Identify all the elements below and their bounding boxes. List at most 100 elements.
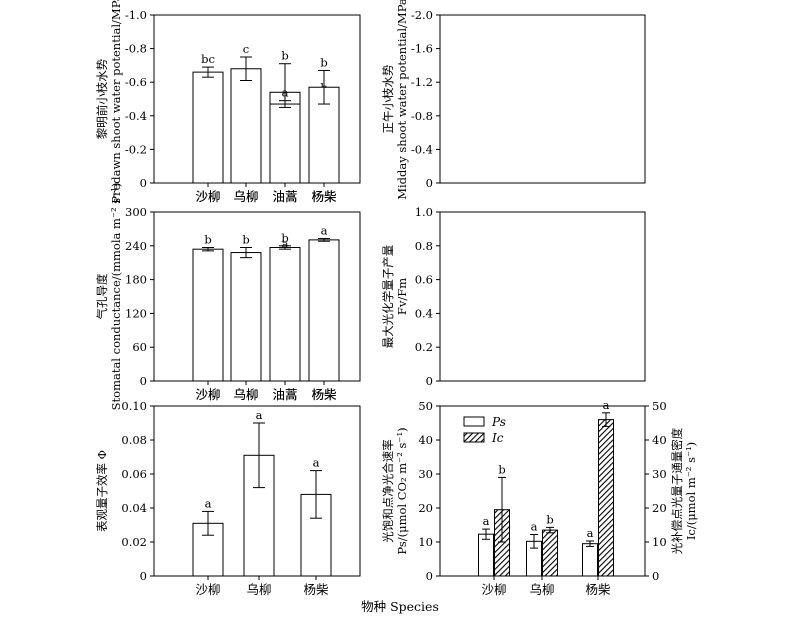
y-tick-label: -0.8 bbox=[125, 42, 147, 56]
significance-letter: a bbox=[531, 520, 538, 534]
category-label: 沙柳 bbox=[195, 582, 220, 597]
y-tick-label: 0 bbox=[140, 176, 147, 190]
y-tick-label: -1.2 bbox=[411, 75, 433, 89]
significance-letter: c bbox=[243, 42, 249, 56]
y-axis-label-en: Stomatal conductance/(mmola m⁻² s⁻¹) bbox=[109, 183, 123, 411]
y-axis-label-en: Fv/Fm bbox=[395, 278, 409, 315]
category-label: 油蒿 bbox=[272, 387, 297, 402]
category-label: 乌柳 bbox=[529, 582, 554, 597]
significance-letter: b bbox=[498, 462, 505, 476]
y2-tick-label: 20 bbox=[652, 501, 667, 515]
y2-axis-label-en: Ic/(μmol m⁻² s⁻¹) bbox=[684, 442, 698, 540]
significance-letter: a bbox=[321, 224, 328, 238]
y-axis-label-cn: 正午小枝水势 bbox=[381, 64, 395, 133]
category-label: 沙柳 bbox=[195, 189, 220, 204]
bar bbox=[192, 71, 224, 184]
bar bbox=[230, 252, 262, 382]
y-tick-label: -0.4 bbox=[411, 142, 433, 156]
category-label: 乌柳 bbox=[233, 189, 258, 204]
y-tick-label: 0 bbox=[426, 569, 433, 583]
significance-letter: a bbox=[282, 237, 289, 251]
y-tick-label: 120 bbox=[125, 306, 147, 320]
y-tick-label: 0.08 bbox=[121, 433, 147, 447]
category-label: 杨柴 bbox=[311, 387, 337, 402]
panel-d: 0 0.2 0.4 0.6 0.8 1.0 最大光化学量子产量 Fv/Fm 沙柳 乌柳 油蒿 杨柴 b b… bbox=[192, 205, 646, 402]
legend-label-ic: Ic bbox=[491, 431, 504, 445]
y2-tick-label: 30 bbox=[652, 467, 667, 481]
significance-letter: b bbox=[320, 55, 327, 69]
category-label: 乌柳 bbox=[233, 387, 258, 402]
category-label: 油蒿 bbox=[272, 189, 297, 204]
panel-b: 0 -0.4 -0.8 -1.2 -1.6 -2.0 正午小枝水势 Midday shoot … bbox=[192, 0, 646, 204]
bar bbox=[308, 239, 340, 382]
y-tick-label: -2.0 bbox=[411, 8, 433, 22]
category-label: 沙柳 bbox=[195, 387, 220, 402]
y-tick-label: 60 bbox=[132, 340, 147, 354]
significance-letter: b bbox=[204, 232, 211, 246]
category-label: 杨柴 bbox=[311, 189, 337, 204]
plot-frame bbox=[439, 14, 646, 184]
bar bbox=[230, 68, 262, 184]
y-axis-label-cn: 光饱和点净光合速率 bbox=[381, 439, 395, 543]
category-label: 杨柴 bbox=[303, 582, 329, 597]
significance-letter: b bbox=[281, 231, 288, 245]
y2-axis-label-cn: 光补偿点光量子通量密度 bbox=[670, 427, 684, 554]
y-tick-label: 0.06 bbox=[121, 467, 147, 481]
y2-tick-label: 50 bbox=[652, 399, 667, 413]
y-tick-label: 0 bbox=[426, 374, 433, 388]
y-axis-label-en: Ps/(μmol CO₂ m⁻² s⁻¹) bbox=[395, 427, 409, 554]
category-label: 油蒿 bbox=[272, 189, 297, 204]
y-tick-label: 50 bbox=[418, 399, 433, 413]
y-tick-label: -1.0 bbox=[125, 8, 147, 22]
y-axis-label-cn: 表观量子效率 Φ bbox=[95, 450, 109, 532]
y-tick-label: 0.6 bbox=[415, 273, 433, 287]
y-tick-label: -0.4 bbox=[125, 109, 147, 123]
bar bbox=[192, 248, 224, 382]
bar bbox=[598, 419, 614, 577]
y-axis-label-cn: 最大光化学量子产量 bbox=[381, 245, 395, 349]
category-label: 乌柳 bbox=[246, 582, 271, 597]
legend-swatch-ic bbox=[463, 432, 485, 443]
x-axis-label: 物种 Species bbox=[361, 599, 439, 614]
significance-letter: a bbox=[256, 408, 263, 422]
y2-tick-label: 0 bbox=[652, 569, 659, 583]
y-tick-label: -0.8 bbox=[411, 109, 433, 123]
y-tick-label: 30 bbox=[418, 467, 433, 481]
category-label: 沙柳 bbox=[481, 582, 506, 597]
bar bbox=[269, 246, 301, 382]
significance-letter: bc bbox=[201, 52, 215, 66]
category-label: 杨柴 bbox=[585, 582, 611, 597]
y-tick-label: 20 bbox=[418, 501, 433, 515]
significance-letter: a bbox=[587, 526, 594, 540]
y-tick-label: 0.4 bbox=[415, 306, 433, 320]
y-tick-label: 0 bbox=[140, 374, 147, 388]
y-axis-label-cn: 黎明前小枝水势 bbox=[95, 58, 109, 139]
y-tick-label: -0.2 bbox=[125, 142, 147, 156]
y-tick-label: 0 bbox=[140, 569, 147, 583]
significance-letter: b bbox=[546, 512, 553, 526]
panel-f: 0 10 20 30 40 50 光饱和点净光合速率 Ps/(μmol CO₂ m⁻² s⁻¹… bbox=[381, 398, 698, 597]
legend-label-ps: Ps bbox=[491, 415, 506, 429]
y-axis-label-en: Predawn shoot water potential/MPa bbox=[109, 0, 123, 204]
bar bbox=[269, 103, 301, 184]
plot-frame bbox=[439, 211, 646, 382]
y-tick-label: 1.0 bbox=[415, 205, 433, 219]
y-axis-label-en: Midday shoot water potential/MPa bbox=[395, 0, 409, 200]
category-label: 杨柴 bbox=[311, 387, 337, 402]
significance-letter: a bbox=[282, 86, 289, 100]
panel-e: 0 0.02 0.04 0.06 0.08 0.10 表观量子效率 Φ 沙柳 乌柳 杨柴 a a a bbox=[95, 399, 361, 597]
y-tick-label: 180 bbox=[125, 273, 147, 287]
y-tick-label: 0 bbox=[426, 176, 433, 190]
significance-letter: b bbox=[242, 232, 249, 246]
legend-swatch-ps bbox=[463, 416, 485, 427]
y2-tick-label: 40 bbox=[652, 433, 667, 447]
y2-tick-label: 10 bbox=[652, 535, 667, 549]
category-label: 杨柴 bbox=[311, 189, 337, 204]
significance-letter: a bbox=[205, 496, 212, 510]
bar bbox=[582, 543, 598, 577]
y-tick-label: 240 bbox=[125, 239, 147, 253]
y-tick-label: -0.6 bbox=[125, 75, 147, 89]
category-label: 沙柳 bbox=[195, 387, 220, 402]
significance-letter: a bbox=[483, 514, 490, 528]
y-tick-label: 0.8 bbox=[415, 239, 433, 253]
